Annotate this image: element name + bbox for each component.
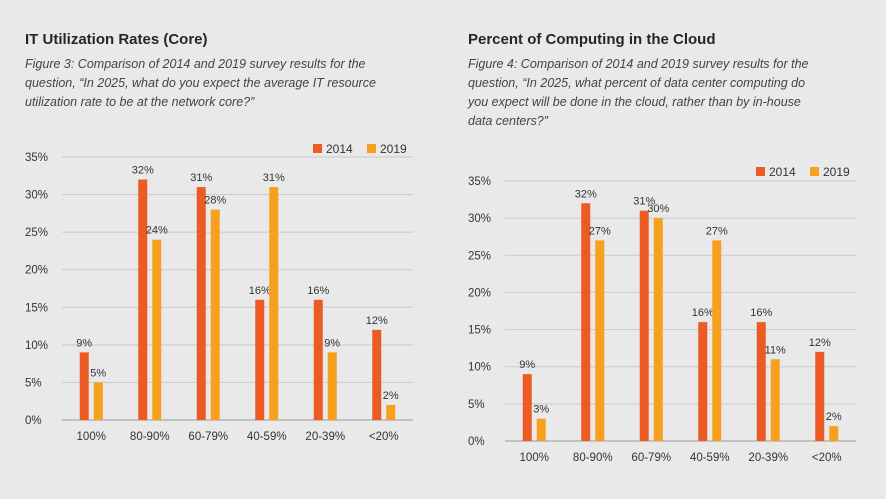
x-tick-label: 60-79% (631, 452, 671, 464)
legend-swatch-2014 (313, 144, 322, 153)
bar-2019 (770, 359, 780, 441)
bar-2014 (255, 299, 265, 420)
bar-2014 (522, 374, 532, 441)
y-tick-label: 5% (25, 377, 42, 389)
bar-2019 (152, 239, 162, 420)
data-label: 28% (204, 195, 226, 207)
x-tick-label: <20% (369, 431, 399, 443)
bar-chart-cloud: 0% 5% 10% 15% 20% 25% 30% 35% 9% 3% 100% 32% 27% 80-9… (468, 165, 856, 464)
caption-line: Figure 4: Comparison of 2014 and 2019 su… (468, 57, 809, 71)
y-tick-label: 0% (468, 436, 485, 448)
bar-2014 (372, 329, 382, 420)
bar-2014 (79, 352, 89, 420)
bar-2014 (313, 299, 323, 420)
data-label: 31% (263, 172, 285, 184)
data-label: 9% (324, 337, 340, 349)
data-label: 16% (249, 285, 271, 297)
caption-line: question, “In 2025, what do you expect t… (25, 76, 376, 90)
bar-2014 (698, 322, 708, 441)
x-tick-label: 60-79% (188, 431, 228, 443)
bar-2014 (815, 351, 825, 441)
y-tick-label: 0% (25, 415, 42, 427)
legend-swatch-2019 (810, 167, 819, 176)
x-tick-label: 40-59% (247, 431, 287, 443)
caption-line: question, “In 2025, what percent of data… (468, 76, 806, 90)
bar-2019 (829, 426, 839, 441)
y-tick-label: 15% (468, 325, 491, 337)
x-tick-label: 80-90% (130, 431, 170, 443)
chart-panel-utilization: IT Utilization Rates (Core) Figure 3: Co… (25, 31, 413, 443)
x-tick-label: 80-90% (573, 452, 613, 464)
caption-line: Figure 3: Comparison of 2014 and 2019 su… (25, 57, 366, 71)
y-tick-label: 10% (25, 340, 48, 352)
bar-2019 (210, 209, 220, 420)
data-label: 16% (692, 307, 714, 319)
bar-2019 (327, 352, 337, 420)
data-label: 9% (519, 359, 535, 371)
bar-2014 (639, 210, 649, 441)
data-label: 27% (589, 225, 611, 237)
data-label: 9% (76, 337, 92, 349)
figure-caption: Figure 4: Comparison of 2014 and 2019 su… (468, 55, 808, 131)
y-tick-label: 25% (468, 250, 491, 262)
data-label: 5% (90, 367, 106, 379)
bar-2019 (712, 240, 722, 441)
bar-2019 (536, 418, 546, 441)
bar-2019 (595, 240, 605, 441)
caption-line: data centers?” (468, 114, 548, 128)
y-tick-label: 20% (25, 265, 48, 277)
x-tick-label: <20% (812, 452, 842, 464)
data-label: 27% (706, 225, 728, 237)
data-label: 31% (633, 196, 655, 208)
y-tick-label: 10% (468, 362, 491, 374)
x-tick-label: 40-59% (690, 452, 730, 464)
data-label: 2% (383, 390, 399, 402)
bar-chart-utilization: 0% 5% 10% 15% 20% 25% 30% 35% 9% 5% 100% 32% 24% 80-9… (25, 142, 413, 443)
y-tick-label: 35% (468, 176, 491, 188)
legend-label: 2014 (326, 142, 353, 156)
y-tick-label: 25% (25, 227, 48, 239)
y-tick-label: 35% (25, 152, 48, 164)
x-tick-label: 100% (520, 452, 549, 464)
x-tick-label: 20-39% (305, 431, 345, 443)
data-label: 16% (750, 307, 772, 319)
data-label: 3% (533, 404, 549, 416)
legend-label: 2014 (769, 165, 796, 179)
legend-swatch-2014 (756, 167, 765, 176)
x-tick-label: 20-39% (748, 452, 788, 464)
data-label: 32% (575, 188, 597, 200)
data-label: 2% (826, 411, 842, 423)
data-label: 12% (366, 315, 388, 327)
bar-2014 (196, 187, 206, 420)
data-label: 31% (190, 172, 212, 184)
y-tick-label: 20% (468, 287, 491, 299)
caption-line: you expect will be done in the cloud, ra… (468, 95, 801, 109)
data-label: 24% (146, 225, 168, 237)
chart-title: IT Utilization Rates (Core) (25, 31, 208, 48)
y-tick-label: 30% (25, 190, 48, 202)
data-label: 16% (307, 285, 329, 297)
bar-2014 (581, 203, 591, 441)
bar-2019 (93, 382, 103, 420)
data-label: 30% (647, 203, 669, 215)
bar-2019 (386, 404, 396, 420)
legend-swatch-2019 (367, 144, 376, 153)
bar-2014 (756, 322, 766, 441)
bar-2019 (269, 187, 279, 420)
chart-panel-cloud: Percent of Computing in the Cloud Figure… (443, 0, 886, 499)
data-label: 11% (765, 344, 786, 356)
data-label: 12% (809, 337, 831, 349)
legend-label: 2019 (823, 165, 850, 179)
bar-2014 (138, 179, 148, 420)
figure-caption: Figure 3: Comparison of 2014 and 2019 su… (25, 55, 376, 112)
data-label: 32% (132, 165, 154, 177)
x-tick-label: 100% (77, 431, 106, 443)
y-tick-label: 30% (468, 213, 491, 225)
caption-line: utilization rate to be at the network co… (25, 95, 255, 109)
chart-title: Percent of Computing in the Cloud (468, 31, 716, 48)
legend-label: 2019 (380, 142, 407, 156)
y-tick-label: 15% (25, 302, 48, 314)
y-tick-label: 5% (468, 399, 485, 411)
bar-2019 (653, 218, 663, 441)
